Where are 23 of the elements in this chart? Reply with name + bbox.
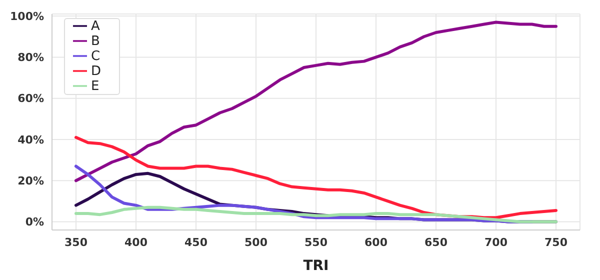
x-tick-label: 350 bbox=[64, 236, 88, 249]
y-tick-label: 80% bbox=[18, 51, 44, 64]
legend-label: A bbox=[91, 19, 100, 34]
x-tick-label: 550 bbox=[304, 236, 328, 249]
legend-label: C bbox=[91, 49, 100, 64]
legend-label: E bbox=[91, 79, 100, 94]
x-tick-label: 450 bbox=[184, 236, 208, 249]
line-series bbox=[74, 20, 558, 182]
x-axis-title: TRI bbox=[303, 258, 329, 274]
x-tick-label: 750 bbox=[544, 236, 568, 249]
x-tick-label: 650 bbox=[424, 236, 448, 249]
y-tick-label: 100% bbox=[10, 10, 44, 23]
x-tick-label: 500 bbox=[244, 236, 268, 249]
y-tick-label: 60% bbox=[18, 92, 44, 106]
x-tick-label: 400 bbox=[124, 236, 148, 249]
legend-label: D bbox=[91, 64, 102, 79]
x-tick-label: 600 bbox=[364, 236, 388, 249]
y-tick-label: 20% bbox=[18, 174, 44, 188]
legend-label: B bbox=[91, 34, 100, 49]
y-tick-label: 0% bbox=[25, 216, 44, 229]
y-tick-label: 40% bbox=[18, 133, 44, 146]
line-series bbox=[74, 206, 558, 224]
x-tick-label: 700 bbox=[484, 236, 508, 249]
